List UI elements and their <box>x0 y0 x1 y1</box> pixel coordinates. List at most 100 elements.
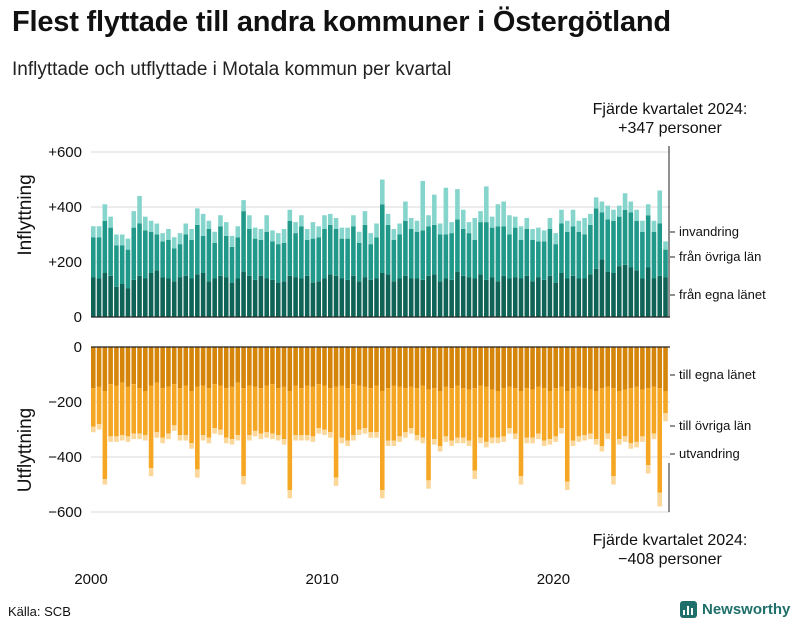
inflow-bar-invandring <box>489 216 495 228</box>
outflow-bar-ovriga-lan <box>518 391 524 477</box>
outflow-bar-ovriga-lan <box>588 389 593 434</box>
inflow-bar-egna-lanet <box>299 278 304 317</box>
inflow-bar-ovriga-lan <box>281 242 287 282</box>
inflow-bar-egna-lanet <box>536 277 541 317</box>
outflow-bar-utvandring <box>640 436 645 442</box>
inflow-bar-invandring <box>114 234 119 246</box>
outflow-bar-utvandring <box>131 433 137 440</box>
outflow-bar-egna-lanet <box>131 347 137 385</box>
inflow-bar-invandring <box>119 234 125 246</box>
inflow-bar-ovriga-lan <box>339 238 345 279</box>
inflow-bar-egna-lanet <box>478 274 483 317</box>
outflow-ytick-label: −400 <box>48 449 82 466</box>
outflow-bar-utvandring <box>235 435 241 441</box>
outflow-bar-egna-lanet <box>391 347 397 386</box>
newsworthy-logo[interactable]: Newsworthy <box>680 601 790 618</box>
outflow-bar-utvandring <box>119 435 125 441</box>
outflow-bar-egna-lanet <box>299 347 304 389</box>
outflow-bar-utvandring <box>657 492 663 507</box>
outflow-bar-utvandring <box>322 429 327 435</box>
outflow-bar-ovriga-lan <box>553 388 558 437</box>
inflow-bar-invandring <box>403 201 408 221</box>
inflow-bar-egna-lanet <box>223 277 229 317</box>
outflow-bar-ovriga-lan <box>200 385 206 435</box>
outflow-bar-egna-lanet <box>518 347 524 391</box>
inflow-bar-ovriga-lan <box>576 231 582 279</box>
inflow-bar-ovriga-lan <box>299 226 304 279</box>
outflow-bar-ovriga-lan <box>108 384 113 437</box>
inflow-bar-invandring <box>333 218 339 229</box>
outflow-bar-egna-lanet <box>616 347 622 391</box>
outflow-bar-ovriga-lan <box>455 385 460 438</box>
inflow-bar-egna-lanet <box>524 275 530 317</box>
outflow-bar-ovriga-lan <box>189 391 194 444</box>
inflow-bar-ovriga-lan <box>125 249 131 289</box>
outflow-bar-utvandring <box>663 413 668 422</box>
annotation-top-line1: Fjärde kvartalet 2024: <box>592 101 748 118</box>
outflow-bar-utvandring <box>605 433 610 440</box>
outflow-bar-egna-lanet <box>200 347 206 386</box>
inflow-bar-invandring <box>553 233 558 245</box>
inflow-bar-invandring <box>304 229 310 240</box>
inflow-bar-egna-lanet <box>507 278 512 317</box>
inflow-bar-ovriga-lan <box>530 240 535 282</box>
inflow-bar-egna-lanet <box>154 270 160 317</box>
outflow-bar-egna-lanet <box>663 347 668 391</box>
outflow-bar-ovriga-lan <box>275 388 281 435</box>
outflow-bar-utvandring <box>275 435 281 441</box>
inflow-bar-egna-lanet <box>518 278 524 317</box>
outflow-bar-egna-lanet <box>281 347 287 387</box>
outflow-bar-ovriga-lan <box>241 388 246 477</box>
outflow-bar-ovriga-lan <box>258 388 264 434</box>
inflow-bar-ovriga-lan <box>559 223 564 273</box>
inflow-bar-egna-lanet <box>570 275 576 317</box>
outflow-bar-egna-lanet <box>628 347 634 389</box>
inflow-bar-egna-lanet <box>420 279 426 317</box>
inflow-bar-invandring <box>258 229 264 240</box>
inflow-bar-invandring <box>640 220 645 232</box>
outflow-bar-ovriga-lan <box>547 391 553 440</box>
outflow-bar-egna-lanet <box>397 347 402 387</box>
inflow-bar-invandring <box>414 220 420 232</box>
annotation-bottom-line1: Fjärde kvartalet 2024: <box>592 532 748 549</box>
inflow-bar-egna-lanet <box>368 279 374 317</box>
inflow-bar-egna-lanet <box>108 275 113 317</box>
outflow-bar-ovriga-lan <box>541 388 547 441</box>
inflow-bar-invandring <box>160 233 165 242</box>
inflow-bar-invandring <box>576 220 582 232</box>
inflow-bar-egna-lanet <box>576 278 582 317</box>
outflow-bar-utvandring <box>576 436 582 442</box>
inflow-bar-ovriga-lan <box>166 240 171 279</box>
inflow-bar-ovriga-lan <box>391 240 397 282</box>
inflow-bar-invandring <box>351 215 356 227</box>
inflow-bar-egna-lanet <box>622 264 628 317</box>
inflow-bar-invandring <box>657 190 663 224</box>
outflow-bar-ovriga-lan <box>616 391 622 440</box>
outflow-bar-ovriga-lan <box>351 384 356 435</box>
inflow-bar-invandring <box>362 211 368 225</box>
inflow-bar-egna-lanet <box>374 278 379 317</box>
inflow-legend-label: från övriga län <box>679 249 761 264</box>
outflow-bar-utvandring <box>426 480 431 489</box>
outflow-bar-ovriga-lan <box>576 386 582 437</box>
inflow-bar-egna-lanet <box>599 259 605 317</box>
inflow-bar-egna-lanet <box>195 274 200 317</box>
inflow-bar-egna-lanet <box>651 278 657 317</box>
inflow-bar-invandring <box>218 215 223 227</box>
inflow-bar-invandring <box>460 209 466 229</box>
inflow-bar-ovriga-lan <box>437 234 443 282</box>
outflow-bar-utvandring <box>206 437 212 444</box>
inflow-ytick-label: +200 <box>48 254 82 271</box>
outflow-bar-utvandring <box>414 435 420 441</box>
inflow-bar-ovriga-lan <box>408 229 414 279</box>
inflow-bar-ovriga-lan <box>414 231 420 279</box>
inflow-bar-invandring <box>137 196 142 224</box>
source-note: Källa: SCB <box>8 604 71 619</box>
outflow-bar-egna-lanet <box>114 347 119 386</box>
outflow-bar-ovriga-lan <box>229 386 235 440</box>
outflow-bar-egna-lanet <box>322 347 327 386</box>
inflow-bar-ovriga-lan <box>593 208 599 269</box>
outflow-bar-utvandring <box>293 435 298 441</box>
outflow-bar-ovriga-lan <box>293 385 298 435</box>
outflow-bar-ovriga-lan <box>605 386 610 434</box>
